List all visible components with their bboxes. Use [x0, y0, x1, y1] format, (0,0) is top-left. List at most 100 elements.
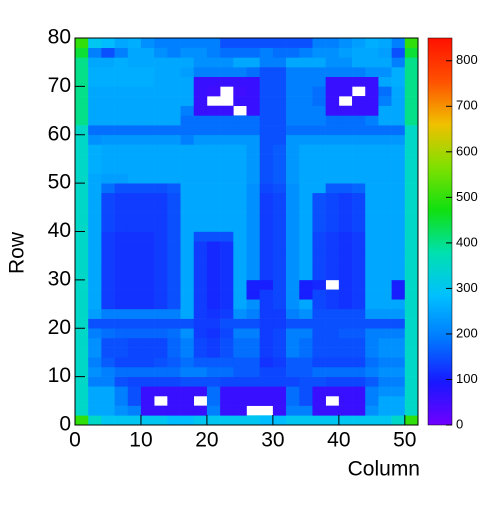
heatmap-cell — [299, 183, 313, 194]
heatmap-cell — [378, 163, 392, 174]
heatmap-cell — [233, 260, 247, 271]
heatmap-cell — [180, 376, 195, 387]
heatmap-cell — [193, 328, 208, 339]
heatmap-cell — [259, 125, 274, 136]
heatmap-cell — [101, 308, 115, 319]
heatmap-cell — [154, 154, 168, 165]
heatmap-cell — [259, 337, 274, 348]
heatmap-cell — [101, 96, 115, 107]
heatmap-cell — [404, 105, 419, 116]
heatmap-cell — [299, 86, 313, 97]
heatmap-cell — [167, 337, 181, 348]
heatmap-cell — [167, 192, 181, 203]
heatmap-cell — [378, 318, 392, 329]
heatmap-cell — [88, 144, 102, 155]
heatmap-cell — [101, 260, 115, 271]
heatmap-cell — [88, 115, 102, 126]
heatmap-cell — [127, 76, 142, 87]
heatmap-cell — [286, 47, 300, 58]
x-tick-label: 40 — [327, 429, 350, 452]
heatmap-cell — [286, 405, 300, 416]
heatmap-cell — [101, 328, 115, 339]
heatmap-cell — [193, 308, 208, 319]
heatmap-cell — [404, 144, 419, 155]
heatmap-cell — [286, 347, 300, 358]
heatmap-cell — [88, 415, 102, 426]
heatmap-cell — [404, 86, 419, 97]
heatmap-cell — [220, 67, 234, 77]
heatmap-cell — [325, 308, 340, 319]
heatmap-cell — [259, 260, 274, 271]
heatmap-cell — [220, 76, 234, 87]
heatmap-cell — [404, 57, 419, 68]
heatmap-cell — [325, 241, 340, 252]
heatmap-cell — [325, 212, 340, 223]
heatmap-cell — [338, 405, 353, 416]
heatmap-cell — [286, 241, 300, 252]
heatmap-cell — [378, 144, 392, 155]
heatmap-cell — [114, 279, 129, 290]
heatmap-cell — [259, 192, 274, 203]
heatmap-cell — [193, 86, 208, 97]
heatmap-cell — [220, 376, 234, 387]
heatmap-cell — [286, 76, 300, 87]
heatmap-cell — [272, 328, 287, 339]
heatmap-cell — [325, 386, 340, 397]
heatmap-cell — [352, 105, 366, 116]
heatmap-cell — [206, 366, 221, 377]
heatmap-cell — [286, 115, 300, 126]
heatmap-cell — [365, 57, 379, 68]
heatmap-cell — [167, 405, 181, 416]
heatmap-cell — [312, 366, 326, 377]
heatmap-cell — [352, 366, 366, 377]
heatmap-cell — [154, 270, 168, 281]
heatmap-cell — [338, 357, 353, 368]
heatmap-cell — [299, 76, 313, 87]
heatmap-cell — [167, 250, 181, 261]
heatmap-cell — [114, 386, 129, 397]
heatmap-cell — [391, 125, 406, 136]
heatmap-cell — [259, 279, 274, 290]
heatmap-cell — [259, 105, 274, 116]
heatmap-cell — [404, 221, 419, 232]
heatmap-cell — [101, 395, 115, 406]
heatmap-cell — [299, 376, 313, 387]
heatmap-cell — [140, 76, 155, 87]
heatmap-cell — [325, 86, 340, 97]
heatmap-cell — [391, 173, 406, 184]
heatmap-cell — [365, 376, 379, 387]
heatmap-cell — [325, 299, 340, 310]
heatmap-cell — [352, 125, 366, 136]
heatmap-cell — [338, 86, 353, 97]
heatmap-cell — [246, 231, 260, 242]
heatmap-cell — [140, 38, 155, 48]
heatmap-cell — [233, 173, 247, 184]
heatmap-cell — [167, 241, 181, 252]
heatmap-cell — [180, 115, 195, 126]
heatmap-cell — [180, 250, 195, 261]
heatmap-cell — [114, 38, 129, 48]
heatmap-cell — [193, 144, 208, 155]
heatmap-cell — [325, 96, 340, 107]
heatmap-cell — [312, 125, 326, 136]
heatmap-cell — [378, 279, 392, 290]
heatmap-cell — [325, 67, 340, 77]
heatmap-cell — [193, 289, 208, 300]
heatmap-cell — [352, 250, 366, 261]
z-tick-label: 700 — [456, 98, 478, 113]
heatmap-cell — [127, 183, 142, 194]
heatmap-cell — [286, 395, 300, 406]
heatmap-cell — [193, 241, 208, 252]
colorbar — [427, 37, 453, 426]
heatmap-cell — [180, 337, 195, 348]
heatmap-cell — [365, 308, 379, 319]
heatmap-cell — [259, 96, 274, 107]
heatmap-cell — [365, 260, 379, 271]
z-tick-label: 300 — [456, 280, 478, 295]
heatmap-cell — [325, 376, 340, 387]
heatmap-cell — [154, 192, 168, 203]
heatmap-cell — [88, 192, 102, 203]
heatmap-cell — [299, 105, 313, 116]
heatmap-cell — [127, 67, 142, 77]
heatmap-cell — [101, 221, 115, 232]
